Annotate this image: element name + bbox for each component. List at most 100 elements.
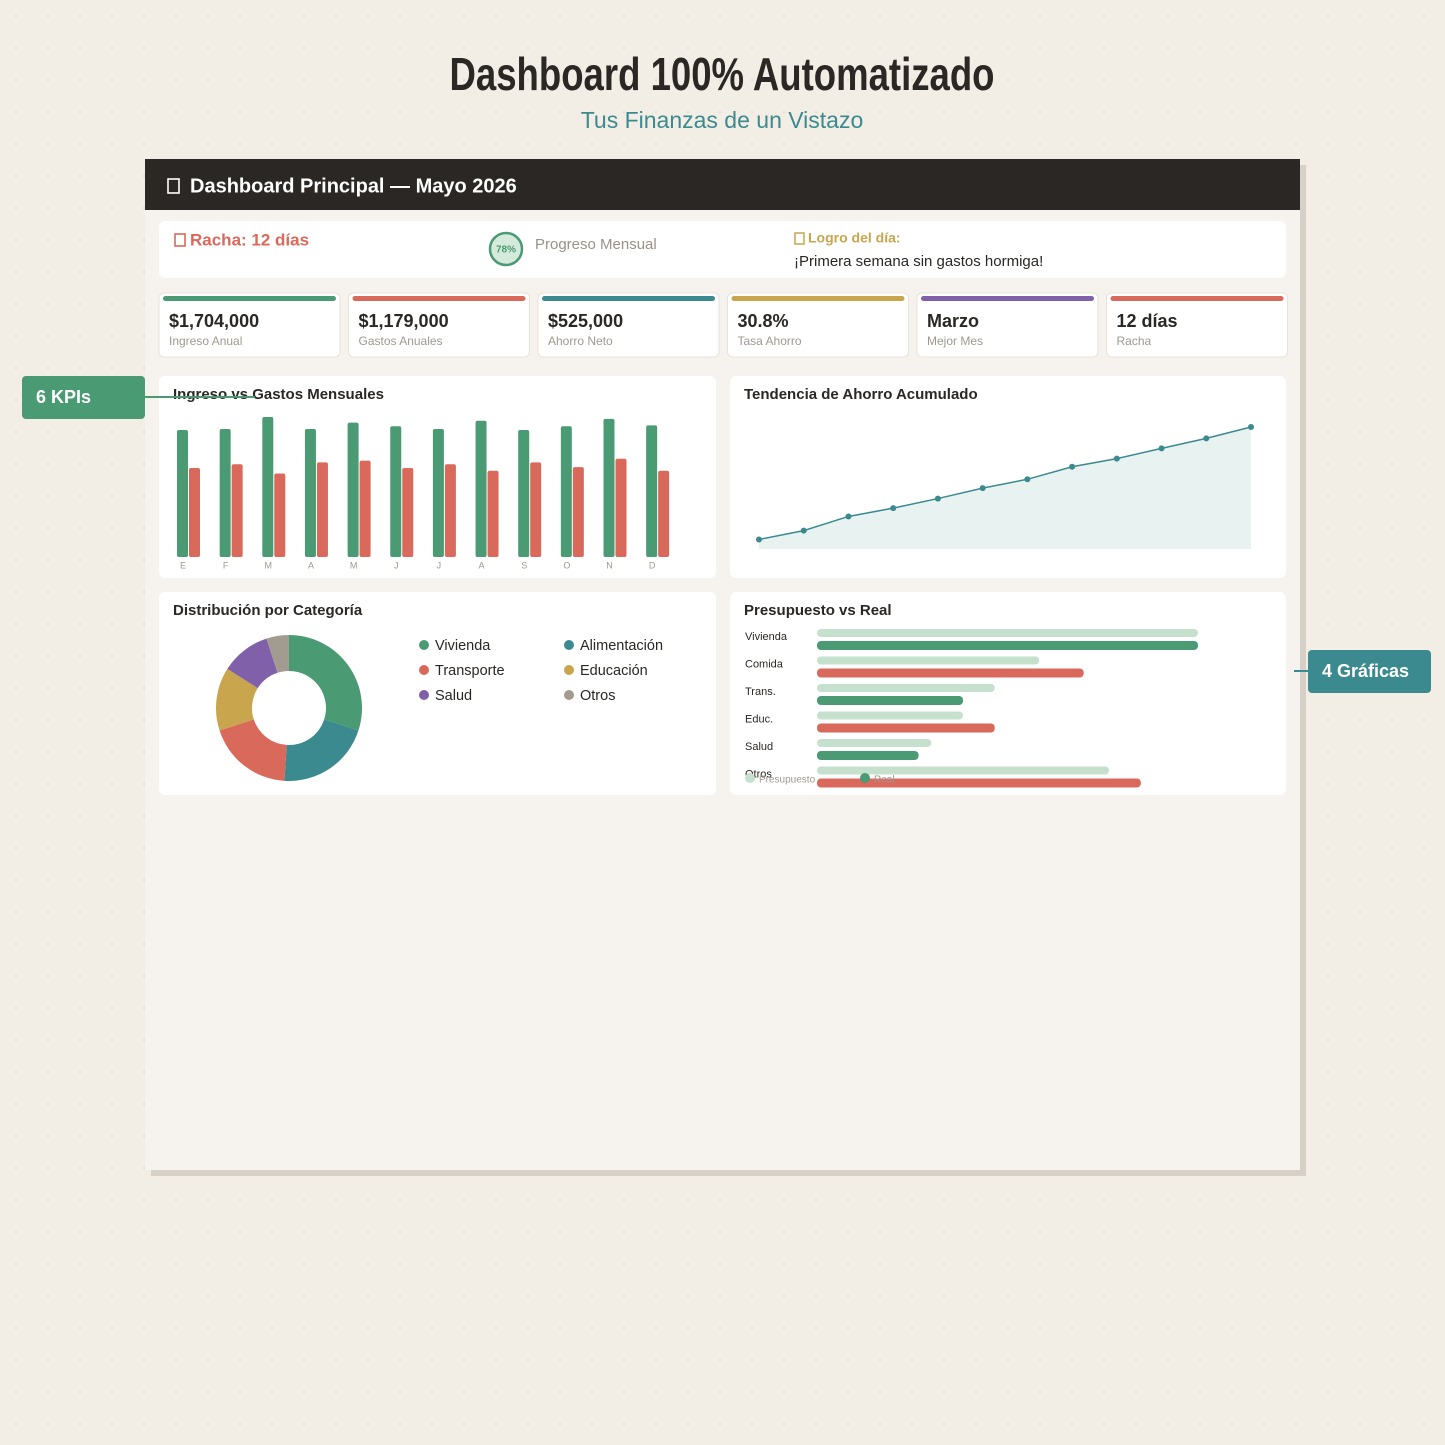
point — [756, 536, 762, 543]
x-tick-label: A — [479, 560, 485, 570]
kpi-card — [916, 292, 1099, 358]
status-card — [159, 221, 1286, 278]
legend-dot — [419, 665, 429, 675]
bar — [817, 629, 1198, 637]
pie-slice — [284, 719, 359, 781]
bar — [262, 417, 274, 557]
pie-slice — [266, 635, 289, 673]
kpi-label: Gastos Anuales — [359, 334, 443, 348]
bar — [347, 422, 359, 557]
chart-card — [730, 592, 1286, 795]
kpi-accent — [731, 296, 905, 301]
x-tick-label: J — [437, 560, 442, 570]
bar — [560, 426, 572, 557]
bar — [817, 656, 1040, 665]
legend-label: Real — [874, 775, 895, 786]
kpi-card — [348, 292, 530, 358]
line — [758, 426, 1252, 541]
legend-dot — [860, 773, 870, 783]
achievement: ¡Primera semana sin gastos hormiga! — [794, 253, 1043, 270]
kpi-accent — [542, 296, 715, 301]
x-tick-label: M — [265, 560, 273, 570]
bar — [518, 429, 530, 557]
legend-label: Educación — [580, 663, 648, 679]
bar — [177, 429, 188, 557]
point — [979, 485, 986, 492]
chart-title: Tendencia de Ahorro Acumulado — [744, 386, 978, 403]
point — [890, 505, 897, 512]
legend-label: Salud — [435, 688, 472, 704]
page-subtitle: Tus Finanzas de un Vistazo — [581, 107, 864, 133]
bar — [219, 429, 231, 557]
x-tick-label: M — [350, 560, 358, 570]
y-tick-label: Comida — [745, 658, 784, 670]
bar — [817, 723, 995, 733]
x-tick-label: S — [521, 560, 527, 570]
x-tick-label: N — [606, 560, 613, 570]
progress-value: 78% — [496, 245, 516, 256]
y-tick-label: Vivienda — [745, 631, 788, 643]
x-tick-label: D — [649, 560, 656, 570]
annotation-text: 4 Gráficas — [1322, 661, 1409, 681]
streak: Racha: 12 días — [190, 230, 309, 249]
bar — [487, 470, 499, 557]
x-tick-label: F — [223, 560, 229, 570]
kpi-card — [1106, 292, 1288, 358]
pie-slice — [219, 719, 287, 781]
bar — [817, 641, 1198, 650]
panel-header — [145, 159, 1300, 210]
bar — [646, 425, 658, 557]
annotation-box — [22, 376, 145, 419]
streak-icon — [174, 233, 186, 247]
chart-title: Distribución por Categoría — [173, 602, 363, 619]
progress-ring — [488, 231, 524, 267]
bar — [817, 696, 964, 705]
legend-label: Presupuesto — [759, 775, 816, 786]
kpi-label: Racha — [1117, 334, 1152, 348]
bar — [817, 739, 932, 747]
kpi-value: 12 días — [1117, 311, 1178, 331]
kpi-accent — [163, 296, 336, 301]
header-icon — [167, 178, 180, 194]
x-tick-label: E — [180, 560, 186, 570]
bar — [359, 460, 371, 557]
legend-label: Otros — [580, 688, 615, 704]
progress-title: Progreso Mensual — [535, 236, 657, 253]
kpi-label: Tasa Ahorro — [738, 334, 802, 348]
bar — [444, 464, 456, 557]
bar — [817, 668, 1084, 678]
kpi-value: $1,704,000 — [169, 311, 259, 331]
legend-dot — [564, 640, 574, 650]
kpi-card — [158, 292, 341, 358]
bar — [231, 464, 243, 557]
point — [1203, 435, 1210, 442]
legend-label: Vivienda — [435, 638, 491, 654]
annotation-text: 6 KPIs — [36, 387, 91, 407]
pie-slice — [289, 635, 362, 731]
point — [845, 513, 852, 520]
point — [1158, 445, 1165, 452]
area — [759, 427, 1251, 549]
bar — [390, 426, 402, 557]
bar — [817, 766, 1110, 775]
point — [1024, 476, 1031, 483]
bar — [274, 473, 286, 557]
point — [800, 527, 807, 534]
bar — [615, 458, 627, 557]
kpi-label: Mejor Mes — [927, 334, 983, 348]
y-tick-label: Educ. — [745, 713, 773, 725]
bar — [572, 467, 584, 557]
panel-title: Dashboard Principal — Mayo 2026 — [190, 175, 517, 197]
pie-slice — [227, 638, 278, 689]
kpi-value: Marzo — [927, 311, 979, 331]
chart-title: Ingreso vs Gastos Mensuales — [173, 386, 384, 403]
legend-dot — [419, 690, 429, 700]
legend-dot — [419, 640, 429, 650]
legend-label: Alimentación — [580, 638, 663, 654]
bar — [316, 462, 328, 557]
pie-slice — [216, 668, 258, 731]
bar — [304, 429, 316, 557]
point — [1069, 463, 1076, 470]
